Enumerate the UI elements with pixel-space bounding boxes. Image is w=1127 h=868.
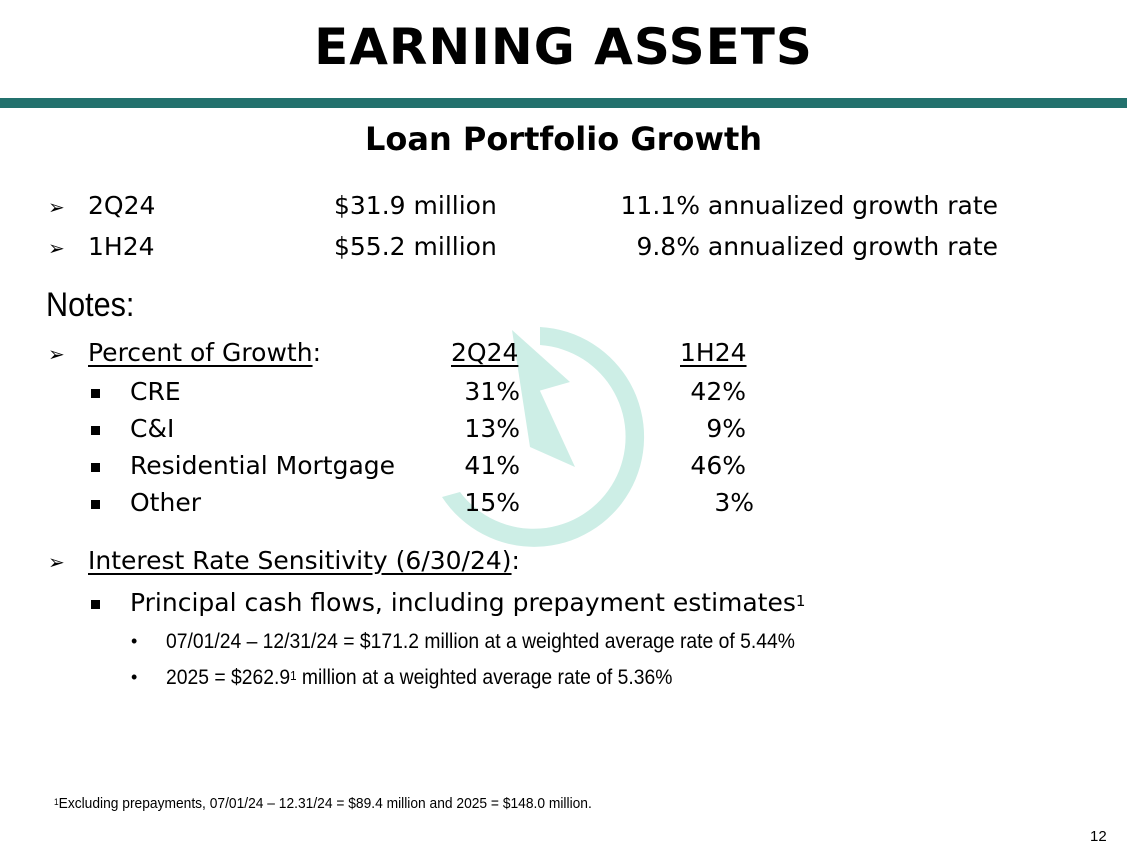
growth-rate: 9.8% annualized growth rate <box>636 232 998 261</box>
cash-flow-2024: 07/01/24 – 12/31/24 = $171.2 million at … <box>166 630 795 653</box>
share-1h24: 9% <box>706 414 746 443</box>
percent-of-growth-heading: Percent of Growth: <box>88 338 321 368</box>
loan-category: C&I <box>130 414 175 443</box>
share-2q24: 31% <box>464 377 520 406</box>
loan-category: CRE <box>130 377 181 406</box>
cash-flow-bullet: Principal cash flows, including prepayme… <box>130 588 805 618</box>
cash-flow-text: Principal cash flows, including prepayme… <box>130 588 796 617</box>
notes-heading: Notes: <box>46 286 135 324</box>
footnote-text: Excluding prepayments, 07/01/24 – 12.31/… <box>58 795 592 812</box>
growth-period: 2Q24 <box>88 191 156 220</box>
percent-of-growth-label: Percent of Growth <box>88 338 313 367</box>
growth-amount: $31.9 million <box>334 191 497 220</box>
share-1h24: 42% <box>690 377 746 406</box>
page-title: EARNING ASSETS <box>314 18 813 76</box>
footnote-marker: 1 <box>290 668 297 683</box>
arrow-bullet-icon: ➢ <box>48 552 65 574</box>
dot-bullet-icon: • <box>131 667 138 687</box>
footnote-number: 1 <box>54 796 59 807</box>
growth-amount: $55.2 million <box>334 232 497 261</box>
footnote-marker: 1 <box>795 591 806 610</box>
loan-category: Residential Mortgage <box>130 451 396 480</box>
arrow-bullet-icon: ➢ <box>48 344 65 366</box>
heading-colon: : <box>511 546 520 575</box>
interest-rate-sensitivity-label: Interest Rate Sensitivity (6/30/24) <box>88 546 512 575</box>
section-subtitle: Loan Portfolio Growth <box>364 120 763 158</box>
footnote: 1Excluding prepayments, 07/01/24 – 12.31… <box>54 795 592 812</box>
share-2q24: 41% <box>464 451 520 480</box>
column-header-1h24: 1H24 <box>680 338 747 367</box>
square-bullet-icon <box>91 426 100 435</box>
share-2q24: 15% <box>464 488 520 517</box>
column-header-2q24: 2Q24 <box>451 338 519 367</box>
title-divider <box>0 98 1127 108</box>
cash-flow-2025-lead: 2025 = $262.9 <box>166 666 291 689</box>
arrow-bullet-icon: ➢ <box>48 238 65 260</box>
loan-category: Other <box>130 488 201 517</box>
square-bullet-icon <box>91 389 100 398</box>
growth-rate: 11.1% annualized growth rate <box>620 191 998 220</box>
cash-flow-2025-rest: million at a weighted average rate of 5.… <box>296 666 673 689</box>
square-bullet-icon <box>91 500 100 509</box>
page-number: 12 <box>1090 828 1107 845</box>
dot-bullet-icon: • <box>131 631 138 651</box>
square-bullet-icon <box>91 600 100 609</box>
arrow-bullet-icon: ➢ <box>48 197 65 219</box>
interest-rate-sensitivity-heading: Interest Rate Sensitivity (6/30/24): <box>88 546 520 576</box>
growth-period: 1H24 <box>88 232 155 261</box>
share-2q24: 13% <box>464 414 520 443</box>
share-1h24: 46% <box>690 451 746 480</box>
heading-colon: : <box>312 338 321 367</box>
share-1h24: 3% <box>714 488 754 517</box>
square-bullet-icon <box>91 463 100 472</box>
circular-arrow-logo <box>442 327 645 547</box>
cash-flow-2025: 2025 = $262.91 million at a weighted ave… <box>166 666 672 690</box>
